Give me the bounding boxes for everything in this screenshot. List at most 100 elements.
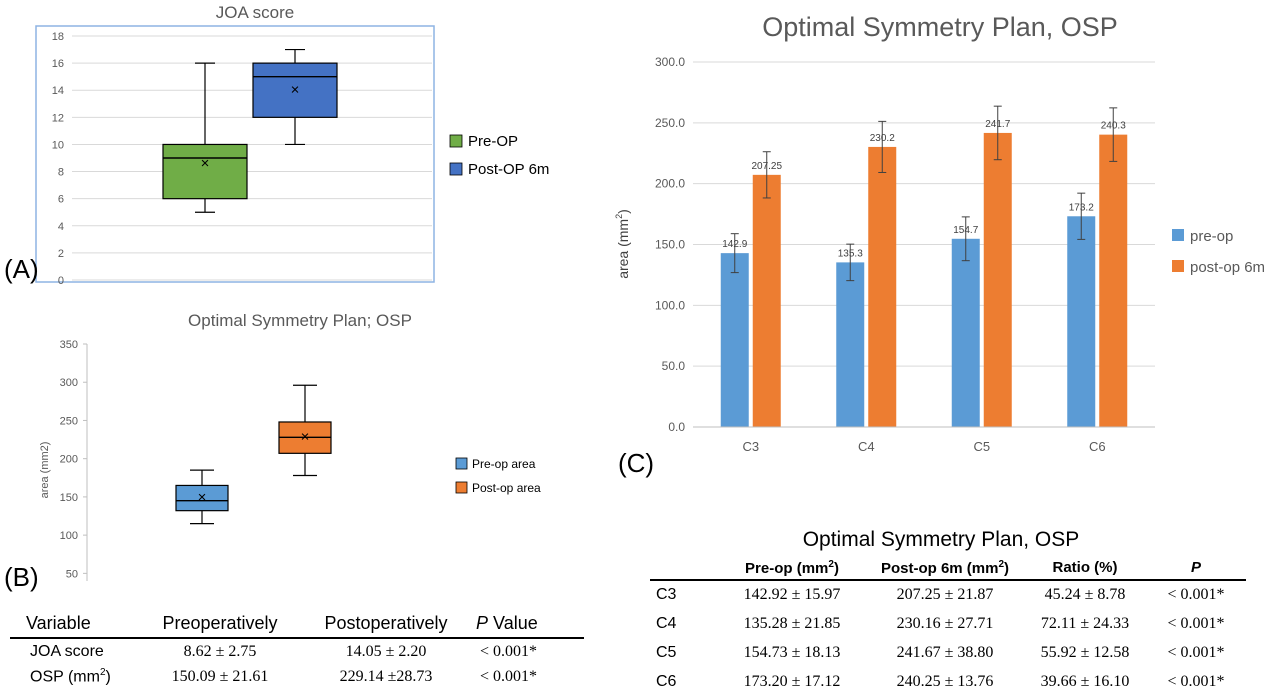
x-tick-label: C3: [742, 439, 759, 454]
row-p-value: < 0.001*: [1167, 586, 1225, 603]
data-label: 241.7: [985, 119, 1010, 130]
table-header-row: Pre-op (mm2) Post-op 6m (mm2) Ratio (%) …: [650, 556, 1246, 580]
bar-post-op-6m-C5: [983, 132, 1012, 427]
row-level: C4: [656, 614, 677, 632]
legend-swatch: [1172, 229, 1184, 241]
y-tick-label: 0: [58, 275, 64, 287]
header-variable: Variable: [26, 613, 91, 633]
row-p-value: < 0.001*: [1167, 614, 1225, 632]
summary-table-left: Variable Preoperatively Postoperatively …: [10, 610, 584, 690]
panel-label-c: (C): [618, 448, 655, 478]
data-label: 154.7: [953, 225, 978, 236]
bar-pre-op-C6: [1067, 216, 1096, 427]
data-label: 135.3: [838, 248, 863, 259]
y-tick-label: 12: [52, 112, 64, 124]
y-tick-label: 250.0: [655, 116, 685, 130]
row-p-value: < 0.001*: [1167, 672, 1225, 690]
y-tick-label: 14: [52, 85, 64, 97]
y-tick-label: 16: [52, 58, 64, 70]
bar-post-op-6m-C6: [1099, 134, 1128, 427]
row-postop-value: 230.16 ± 27.71: [896, 614, 994, 632]
legend-swatch: [449, 162, 463, 176]
legend-swatch: [455, 457, 468, 470]
row-preop-value: 8.62 ± 2.75: [183, 642, 257, 660]
y-axis-label: area (mm2): [614, 209, 631, 279]
table-row: C6 173.20 ± 17.12 240.25 ± 13.76 39.66 ±…: [650, 667, 1246, 696]
row-preop-value: 154.73 ± 18.13: [743, 643, 841, 661]
panel-label-b: (B): [4, 562, 39, 592]
row-ratio-value: 39.66 ± 16.10: [1040, 672, 1130, 690]
legend-label: Pre-OP: [468, 133, 518, 150]
chart-a-border: [35, 25, 435, 283]
y-tick-label: 300: [60, 377, 78, 389]
table-header-row: Variable Preoperatively Postoperatively …: [10, 610, 584, 638]
header-preop: Pre-op (mm2): [745, 558, 839, 577]
y-tick-label: 150.0: [655, 238, 685, 252]
row-variable: JOA score: [30, 642, 104, 660]
y-tick-label: 200.0: [655, 177, 685, 191]
data-label: 173.2: [1069, 202, 1094, 213]
legend-label: pre-op: [1190, 228, 1233, 245]
row-postop-value: 240.25 ± 13.76: [896, 672, 994, 690]
row-postop-value: 241.67 ± 38.80: [896, 643, 994, 661]
box-1: [252, 62, 338, 118]
row-ratio-value: 45.24 ± 8.78: [1044, 586, 1126, 603]
row-ratio-value: 55.92 ± 12.58: [1040, 643, 1130, 661]
data-label: 142.9: [722, 239, 747, 250]
data-label: 207.25: [751, 161, 782, 172]
y-tick-label: 100: [60, 530, 78, 542]
header-p: P: [1190, 559, 1201, 576]
row-ratio-value: 72.11 ± 24.33: [1040, 614, 1130, 632]
row-preop-value: 142.92 ± 15.97: [743, 586, 841, 603]
header-postoperatively: Postoperatively: [324, 613, 448, 633]
y-tick-label: 250: [60, 415, 78, 427]
row-preop-value: 150.09 ± 21.61: [171, 668, 269, 685]
bar-post-op-6m-C3: [752, 174, 781, 427]
box-0: [162, 143, 248, 200]
data-label: 240.3: [1101, 121, 1126, 132]
legend-label: Post-op area: [472, 481, 541, 495]
row-level: C6: [656, 672, 677, 690]
box-0: [175, 484, 229, 512]
header-postop: Post-op 6m (mm2): [880, 558, 1010, 577]
bar-post-op-6m-C4: [868, 146, 897, 427]
header-p-value: P Value: [476, 613, 538, 633]
row-preop-value: 173.20 ± 17.12: [743, 672, 841, 690]
x-tick-label: C6: [1089, 439, 1106, 454]
y-tick-label: 2: [58, 248, 64, 260]
y-tick-label: 50.0: [662, 359, 686, 373]
y-axis-label: area (mm2): [39, 442, 51, 499]
table-row: C4 135.28 ± 21.85 230.16 ± 27.71 72.11 ±…: [650, 609, 1246, 638]
header-ratio: Ratio (%): [1052, 559, 1118, 576]
row-variable: OSP (mm2): [30, 667, 111, 686]
y-tick-label: 18: [52, 31, 64, 43]
y-tick-label: 0.0: [668, 420, 685, 434]
legend-swatch: [1172, 260, 1184, 272]
y-tick-label: 4: [58, 221, 64, 233]
row-p-value: < 0.001*: [480, 668, 538, 685]
mean-marker: ×: [201, 155, 210, 172]
y-tick-label: 10: [52, 139, 64, 151]
legend-swatch: [455, 481, 468, 494]
y-tick-label: 100.0: [655, 298, 685, 312]
y-tick-label: 6: [58, 194, 64, 206]
y-tick-label: 150: [60, 492, 78, 504]
row-p-value: < 0.001*: [480, 642, 538, 660]
chart-c-title: Optimal Symmetry Plan, OSP: [762, 12, 1118, 42]
row-postop-value: 14.05 ± 2.20: [345, 642, 427, 660]
y-tick-label: 200: [60, 454, 78, 466]
row-preop-value: 135.28 ± 21.85: [743, 614, 841, 632]
bar-pre-op-C5: [951, 238, 980, 427]
legend-label: Pre-op area: [472, 457, 536, 471]
legend-swatch: [449, 134, 463, 148]
y-tick-label: 350: [60, 339, 78, 351]
header-preoperatively: Preoperatively: [162, 613, 278, 633]
row-level: C3: [656, 586, 677, 603]
table-row: OSP (mm2) 150.09 ± 21.61 229.14 ±28.73 <…: [10, 664, 584, 690]
table-row: C3 142.92 ± 15.97 207.25 ± 21.87 45.24 ±…: [650, 580, 1246, 609]
chart-a-title: JOA score: [216, 3, 294, 22]
mean-marker: ×: [198, 489, 207, 506]
row-p-value: < 0.001*: [1167, 643, 1225, 661]
bar-pre-op-C3: [720, 253, 749, 427]
